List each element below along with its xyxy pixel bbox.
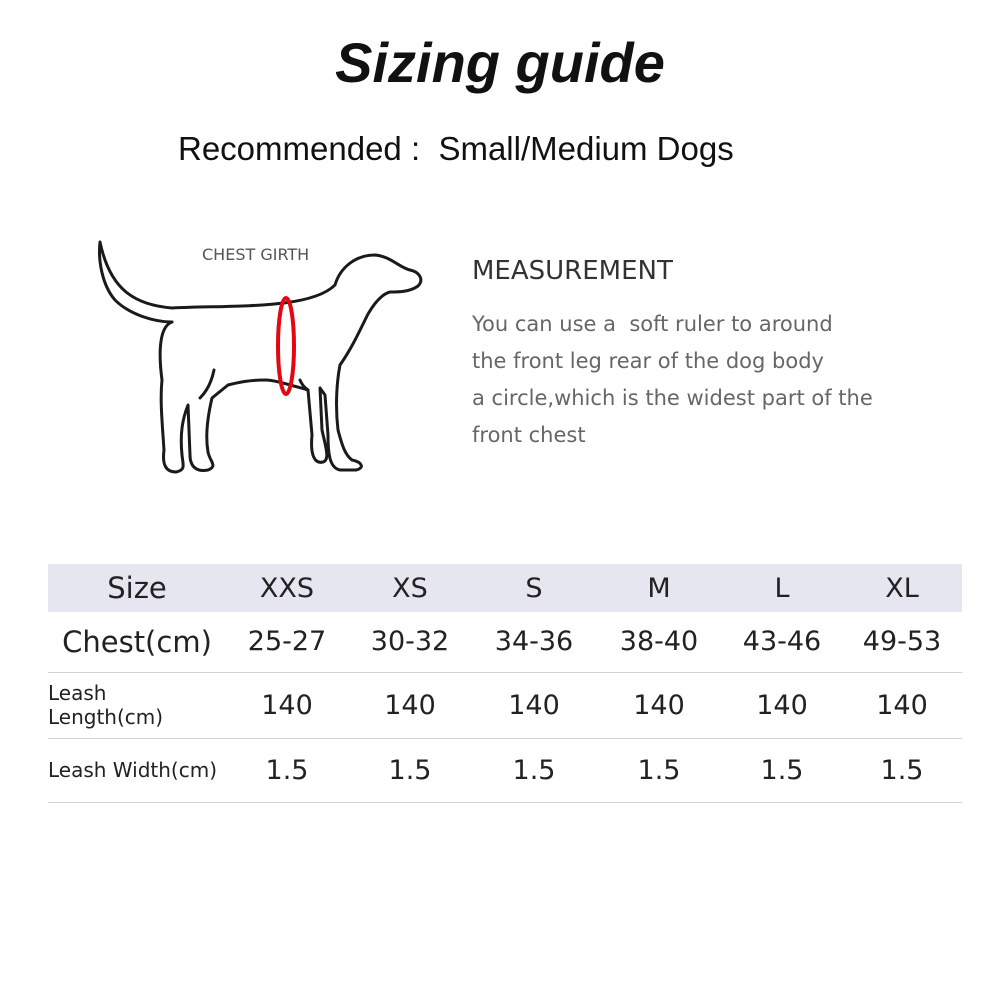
page-title: Sizing guide — [335, 31, 665, 94]
leash-width-cell: 1.5 — [388, 754, 432, 786]
chest-row: Chest(cm) 25-27 30-32 34-36 38-40 43-46 … — [48, 612, 962, 672]
leash-length-row: Leash Length(cm) 140 140 140 140 140 140 — [48, 672, 962, 738]
size-cell: L — [774, 572, 790, 604]
leash-width-cell: 1.5 — [760, 754, 804, 786]
chest-cell: 34-36 — [494, 626, 574, 658]
dog-silhouette-icon — [98, 240, 423, 474]
size-header-row: Size XXS XS S M L XL — [48, 564, 962, 612]
chest-cell: 25-27 — [247, 626, 327, 658]
measurement-description: You can use a soft ruler to around the f… — [472, 306, 912, 454]
size-cell: XS — [392, 572, 428, 604]
size-cell: S — [525, 572, 543, 604]
chest-cell: 30-32 — [370, 626, 450, 658]
leash-length-cell: 140 — [384, 689, 436, 721]
measurement-line: front chest — [472, 423, 586, 447]
leash-width-cell: 1.5 — [637, 754, 681, 786]
chest-cell: 43-46 — [742, 626, 822, 658]
leash-width-cell: 1.5 — [880, 754, 924, 786]
leash-length-cell: 140 — [876, 689, 928, 721]
leash-length-cell: 140 — [508, 689, 560, 721]
measurement-line: the front leg rear of the dog body — [472, 349, 824, 373]
size-cell: M — [647, 572, 671, 604]
measurement-heading: MEASUREMENT — [472, 256, 673, 286]
chest-girth-label: CHEST GIRTH — [202, 245, 310, 264]
row-label-chest: Chest(cm) — [62, 624, 212, 659]
size-table: Size XXS XS S M L XL Chest(cm) 25-27 30-… — [48, 564, 962, 803]
row-label-size: Size — [107, 571, 167, 605]
chest-cell: 49-53 — [862, 626, 942, 658]
measurement-line: a circle,which is the widest part of the — [472, 386, 873, 410]
leash-width-cell: 1.5 — [265, 754, 309, 786]
recommended-text: Recommended : Small/Medium Dogs — [178, 130, 734, 167]
leash-length-cell: 140 — [261, 689, 313, 721]
size-cell: XXS — [259, 572, 315, 604]
leash-length-cell: 140 — [756, 689, 808, 721]
row-label-leash-width: Leash Width(cm) — [48, 758, 217, 782]
size-cell: XL — [885, 572, 919, 604]
row-label-leash-length: Leash Length(cm) — [48, 681, 164, 729]
leash-length-cell: 140 — [633, 689, 685, 721]
leash-width-cell: 1.5 — [512, 754, 556, 786]
chest-cell: 38-40 — [619, 626, 699, 658]
leash-width-row: Leash Width(cm) 1.5 1.5 1.5 1.5 1.5 1.5 — [48, 738, 962, 802]
measurement-line: You can use a soft ruler to around — [472, 312, 833, 336]
